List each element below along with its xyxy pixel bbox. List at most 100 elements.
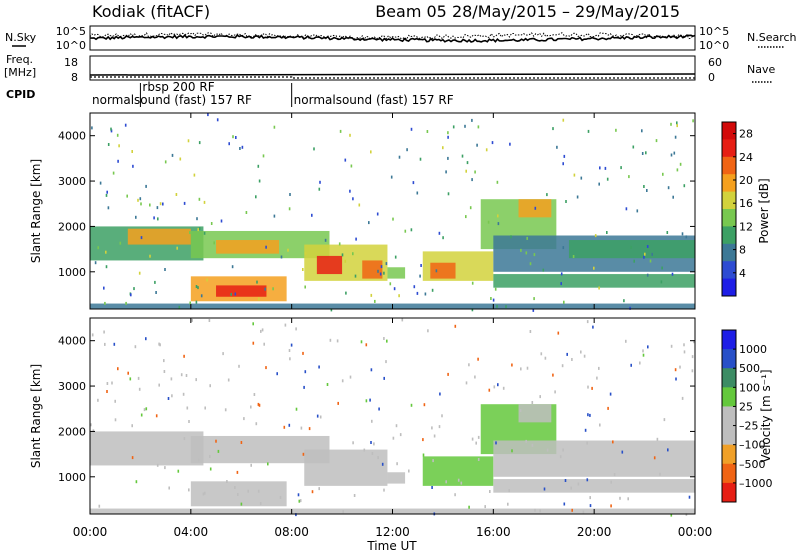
- echo-speckle: [245, 211, 248, 214]
- echo-speckle: [565, 200, 567, 203]
- echo-speckle: [676, 121, 678, 125]
- echo-speckle: [210, 222, 213, 225]
- x-tick-label: 16:00: [476, 525, 511, 539]
- echo-speckle: [691, 369, 694, 373]
- echo-speckle: [495, 441, 497, 445]
- echo-speckle: [389, 282, 392, 286]
- echo-speckle: [419, 157, 422, 161]
- echo-speckle: [591, 386, 593, 390]
- colorbar-tick-label: –25: [739, 420, 759, 433]
- echo-speckle: [103, 330, 105, 334]
- nave-line: [90, 76, 695, 79]
- nave-tick-top: 60: [708, 56, 722, 69]
- echo-speckle: [613, 473, 616, 477]
- colorbar-swatch: [722, 278, 736, 297]
- echo-speckle: [117, 367, 119, 371]
- echo-speckle: [117, 159, 119, 163]
- echo-speckle: [125, 301, 127, 305]
- echo-speckle: [589, 504, 592, 508]
- echo-speckle: [471, 178, 473, 182]
- colorbar-tick-label: 16: [739, 197, 753, 210]
- echo-region: [430, 262, 456, 279]
- echo-speckle: [352, 441, 354, 445]
- echo-speckle: [477, 357, 479, 361]
- colorbar-tick-label: 28: [739, 128, 753, 141]
- echo-speckle: [642, 353, 645, 357]
- echo-speckle: [410, 127, 413, 131]
- echo-speckle: [358, 203, 361, 207]
- echo-speckle: [675, 377, 677, 381]
- echo-speckle: [164, 268, 166, 271]
- echo-speckle: [452, 125, 455, 129]
- x-tick-label: 00:00: [678, 525, 713, 539]
- echo-speckle: [447, 135, 449, 139]
- echo-speckle: [124, 123, 127, 127]
- echo-speckle: [158, 342, 160, 346]
- echo-speckle: [238, 364, 240, 368]
- echo-speckle: [209, 454, 211, 458]
- echo-speckle: [243, 417, 245, 421]
- freq-line: [89, 73, 696, 76]
- echo-speckle: [532, 308, 535, 312]
- echo-speckle: [265, 245, 267, 249]
- echo-speckle: [447, 131, 449, 135]
- colorbar-tick-label: 100: [739, 381, 760, 394]
- echo-speckle: [526, 236, 528, 240]
- echo-speckle: [191, 318, 193, 322]
- echo-speckle: [383, 376, 385, 380]
- velocity-echoes: [90, 404, 695, 514]
- echo-speckle: [155, 291, 157, 294]
- echo-speckle: [230, 292, 232, 296]
- echo-speckle: [130, 293, 132, 297]
- echo-speckle: [339, 129, 342, 133]
- echo-speckle: [539, 509, 541, 513]
- echo-speckle: [155, 414, 158, 418]
- echo-speckle: [584, 428, 587, 432]
- velocity-panel: 1000 2000 3000 4000 Slant Range [km]: [29, 317, 696, 517]
- echo-speckle: [552, 373, 554, 377]
- echo-region: [362, 260, 383, 279]
- echo-speckle: [525, 439, 527, 443]
- echo-speckle: [386, 339, 388, 343]
- echo-speckle: [213, 241, 215, 245]
- echo-speckle: [97, 246, 99, 250]
- echo-speckle: [586, 441, 588, 445]
- echo-speckle: [534, 508, 536, 512]
- echo-region: [493, 440, 695, 477]
- echo-speckle: [673, 151, 676, 155]
- echo-speckle: [140, 413, 143, 417]
- echo-speckle: [300, 426, 303, 430]
- colorbar-swatch: [722, 387, 736, 407]
- echo-speckle: [496, 304, 498, 308]
- power-echoes: [90, 199, 695, 309]
- echo-speckle: [189, 301, 191, 305]
- colorbar-tick-label: –1000: [739, 477, 773, 490]
- y-tick-label: 1000: [58, 266, 86, 279]
- echo-speckle: [564, 479, 567, 482]
- cpid-label: CPID: [6, 88, 35, 101]
- echo-speckle: [580, 350, 582, 354]
- echo-speckle: [606, 231, 608, 234]
- echo-speckle: [344, 158, 347, 162]
- echo-speckle: [171, 394, 173, 398]
- colorbar-swatch: [722, 122, 736, 140]
- echo-speckle: [379, 272, 382, 276]
- echo-speckle: [91, 333, 94, 337]
- colorbar-swatch: [722, 330, 736, 350]
- time-axis: 00:00 04:00 08:00 12:00 16:00 20:00 00:00: [73, 113, 713, 539]
- echo-speckle: [94, 261, 97, 265]
- colorbar-swatch: [722, 425, 736, 446]
- echo-speckle: [620, 166, 622, 170]
- echo-speckle: [531, 443, 534, 447]
- echo-speckle: [133, 287, 135, 291]
- echo-region: [90, 431, 204, 466]
- echo-speckle: [627, 497, 629, 501]
- echo-speckle: [106, 390, 108, 393]
- echo-speckle: [592, 325, 594, 329]
- colorbar-tick-label: 25: [739, 400, 753, 413]
- colorbar-tick-label: 12: [739, 220, 753, 233]
- echo-speckle: [619, 496, 621, 500]
- echo-speckle: [197, 228, 199, 232]
- echo-speckle: [641, 152, 644, 155]
- echo-speckle: [433, 434, 436, 438]
